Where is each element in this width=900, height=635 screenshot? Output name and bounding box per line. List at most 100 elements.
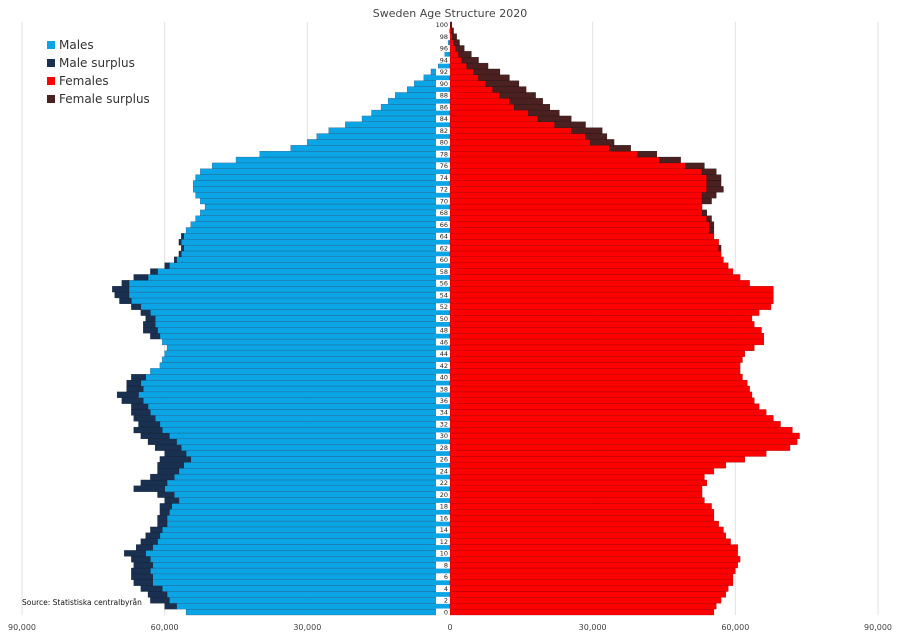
male-bar: [152, 544, 451, 551]
female-surplus-bar: [451, 27, 454, 34]
age-label-bg: [436, 44, 450, 52]
female-surplus-bar: [706, 215, 712, 222]
age-tick-label: 2: [444, 597, 448, 605]
female-bar: [449, 438, 798, 445]
age-label-bg: [436, 573, 450, 581]
age-label-bg: [436, 91, 450, 99]
x-tick-label: 60,000: [721, 623, 749, 632]
male-surplus-bar: [133, 579, 153, 586]
female-bar: [449, 468, 715, 475]
male-surplus-bar: [145, 532, 161, 539]
female-surplus-bar: [528, 109, 560, 117]
female-bar: [449, 379, 748, 387]
male-bar: [155, 315, 451, 322]
female-bar: [449, 215, 707, 222]
x-tick-label: 90,000: [8, 623, 36, 632]
male-bar: [181, 250, 451, 258]
age-label-bg: [436, 373, 450, 381]
male-surplus-bar: [131, 573, 153, 580]
age-tick-label: 6: [444, 573, 448, 581]
female-bar: [449, 151, 638, 158]
male-surplus-bar: [178, 239, 182, 246]
age-tick-label: 50: [440, 315, 448, 323]
male-surplus-bar: [133, 485, 165, 492]
age-label-bg: [436, 326, 450, 334]
age-tick-label: 76: [440, 162, 448, 170]
female-bar: [449, 45, 456, 52]
female-bar: [449, 344, 755, 351]
female-bar: [449, 86, 493, 93]
age-tick-label: 18: [440, 503, 448, 511]
male-bar: [162, 338, 451, 346]
age-tick-label: 32: [440, 420, 448, 428]
age-label-bg: [436, 268, 450, 276]
male-bar: [166, 591, 451, 598]
male-bar: [128, 291, 451, 299]
male-bar: [128, 286, 451, 293]
age-tick-label: 62: [440, 244, 448, 252]
female-surplus-bar: [466, 62, 489, 70]
female-bar: [449, 456, 745, 463]
female-bar: [449, 186, 707, 193]
male-bar: [193, 186, 451, 193]
age-label-bg: [436, 232, 450, 240]
male-bar: [171, 503, 451, 510]
male-surplus-bar: [181, 233, 184, 240]
male-bar: [235, 156, 451, 164]
x-tick-label: 90,000: [864, 623, 892, 632]
female-surplus-bar: [492, 86, 527, 93]
age-tick-label: 26: [440, 456, 448, 464]
male-bar: [200, 209, 451, 216]
female-bar: [449, 603, 717, 610]
legend-label: Male surplus: [59, 56, 135, 70]
female-bar: [449, 567, 736, 575]
age-tick-label: 8: [444, 561, 448, 569]
male-surplus-bar: [150, 473, 175, 481]
male-bar: [159, 333, 451, 340]
male-surplus-bar: [140, 538, 158, 545]
age-tick-label: 0: [444, 608, 448, 616]
age-tick-label: 20: [440, 491, 448, 499]
male-bar: [193, 180, 451, 187]
age-label-bg: [436, 150, 450, 158]
age-label-bg: [436, 279, 450, 287]
age-label-bg: [436, 444, 450, 452]
male-bar: [200, 168, 451, 175]
male-surplus-bar: [174, 256, 177, 263]
age-label-bg: [436, 596, 450, 604]
female-bar: [449, 233, 715, 240]
female-bar: [449, 256, 724, 263]
female-surplus-bar: [537, 115, 572, 122]
age-tick-labels: 1009896949290888684828078767472706866646…: [436, 21, 450, 616]
male-surplus-bar: [157, 468, 180, 475]
female-surplus-bar: [590, 139, 615, 146]
age-tick-label: 58: [440, 268, 448, 276]
female-bar: [449, 550, 738, 557]
male-bar: [307, 139, 451, 146]
female-bar: [449, 92, 501, 99]
age-label-bg: [436, 420, 450, 428]
female-bar: [449, 262, 729, 269]
male-surplus-bar: [157, 515, 168, 522]
male-surplus-bar: [131, 567, 151, 575]
source-note: Source: Statistiska centralbyrån: [22, 598, 142, 607]
female-bar: [449, 503, 712, 510]
female-bar: [449, 127, 572, 134]
female-bar: [449, 192, 703, 199]
female-bar: [449, 409, 767, 416]
age-label-bg: [436, 608, 450, 616]
male-bar: [178, 468, 451, 475]
male-surplus-bar: [150, 333, 161, 340]
female-surplus-bar: [453, 39, 460, 46]
male-bar: [155, 321, 451, 328]
male-bar: [162, 526, 451, 533]
legend-swatch: [47, 59, 55, 67]
age-tick-label: 64: [440, 233, 448, 241]
female-bar: [449, 497, 705, 504]
age-tick-label: 48: [440, 327, 448, 335]
age-label-bg: [436, 138, 450, 146]
male-surplus-bar: [135, 544, 153, 551]
female-bar: [449, 156, 660, 164]
female-bar: [449, 115, 539, 122]
